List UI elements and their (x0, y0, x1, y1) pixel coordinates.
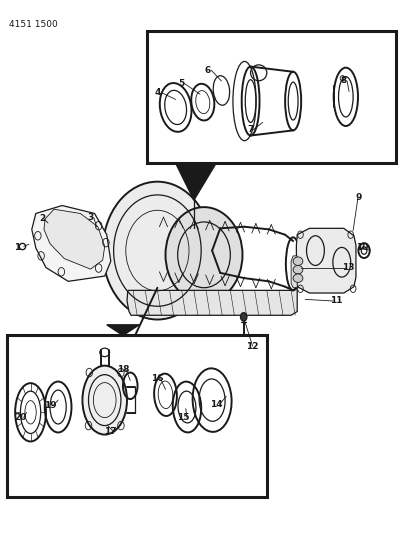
Bar (7, 335, 267, 497)
Polygon shape (291, 256, 297, 288)
Polygon shape (296, 228, 356, 293)
Text: 4: 4 (154, 88, 161, 97)
Text: 2: 2 (39, 214, 45, 223)
Bar (147, 30, 397, 163)
Ellipse shape (293, 265, 303, 274)
Text: 14: 14 (210, 400, 222, 409)
Text: 17: 17 (104, 427, 117, 437)
Text: 19: 19 (44, 401, 56, 410)
Ellipse shape (103, 182, 212, 319)
Ellipse shape (166, 207, 242, 303)
Text: 7: 7 (247, 125, 254, 134)
Text: 9: 9 (356, 193, 362, 202)
Text: 1: 1 (14, 244, 21, 253)
Text: 5: 5 (179, 79, 185, 88)
Text: 4151 1500: 4151 1500 (9, 20, 58, 29)
Polygon shape (107, 325, 139, 335)
Text: 16: 16 (151, 374, 164, 383)
Text: 15: 15 (177, 413, 190, 422)
Text: 12: 12 (246, 342, 259, 351)
Polygon shape (32, 206, 111, 281)
Ellipse shape (293, 257, 303, 265)
Text: 11: 11 (330, 296, 342, 305)
Text: 3: 3 (87, 213, 94, 222)
Text: 8: 8 (341, 76, 347, 85)
Text: 13: 13 (342, 263, 354, 272)
Polygon shape (127, 287, 297, 316)
Ellipse shape (82, 366, 127, 434)
Polygon shape (175, 163, 216, 200)
Ellipse shape (240, 313, 247, 321)
Text: 10: 10 (356, 244, 368, 253)
Text: 18: 18 (117, 366, 129, 374)
Text: 20: 20 (15, 413, 27, 422)
Text: 6: 6 (205, 66, 211, 75)
Polygon shape (44, 209, 105, 269)
Ellipse shape (293, 274, 303, 282)
